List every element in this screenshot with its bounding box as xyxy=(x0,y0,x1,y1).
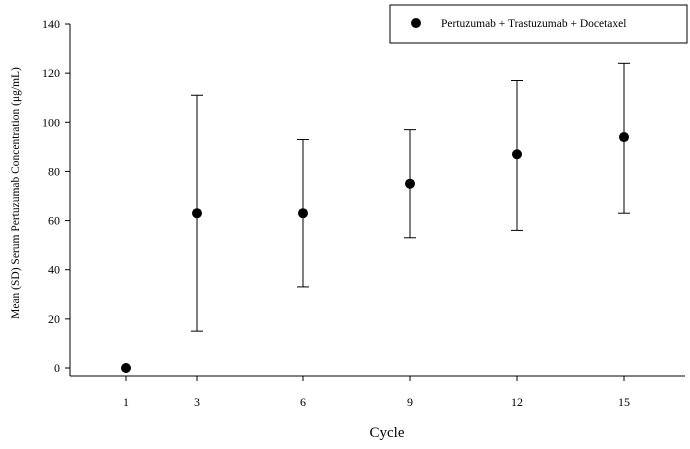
legend-marker xyxy=(411,18,421,28)
y-ticks: 0 20 40 60 80 100 120 140 xyxy=(42,17,70,375)
x-axis-title: Cycle xyxy=(370,425,405,441)
data-point xyxy=(512,149,522,160)
x-tick-label: 12 xyxy=(511,395,523,409)
data-point xyxy=(192,208,202,219)
y-tick-label: 0 xyxy=(54,361,60,375)
y-tick-label: 40 xyxy=(48,263,60,277)
data-point xyxy=(405,178,415,189)
y-tick-label: 120 xyxy=(42,66,60,80)
axes xyxy=(69,24,685,377)
data-point xyxy=(619,132,629,143)
x-ticks: 1 3 6 9 12 15 xyxy=(123,376,630,409)
legend: Pertuzumab + Trastuzumab + Docetaxel xyxy=(389,4,688,44)
x-tick-label: 15 xyxy=(618,395,630,409)
error-bars xyxy=(191,62,630,332)
y-axis-title: Mean (SD) Serum Pertuzumab Concentration… xyxy=(10,67,22,319)
x-tick-label: 9 xyxy=(407,395,413,409)
y-tick-label: 20 xyxy=(48,312,60,326)
y-tick-label: 80 xyxy=(48,164,60,178)
y-tick-label: 140 xyxy=(42,17,60,31)
legend-box xyxy=(389,4,688,44)
y-tick-label: 100 xyxy=(42,115,60,129)
data-point xyxy=(121,363,131,373)
legend-label: Pertuzumab + Trastuzumab + Docetaxel xyxy=(441,18,626,30)
data-points xyxy=(121,132,629,373)
data-point xyxy=(298,208,308,219)
y-tick-label: 60 xyxy=(48,214,60,228)
x-tick-label: 1 xyxy=(123,395,129,409)
x-tick-label: 3 xyxy=(194,395,200,409)
x-tick-label: 6 xyxy=(300,395,306,409)
